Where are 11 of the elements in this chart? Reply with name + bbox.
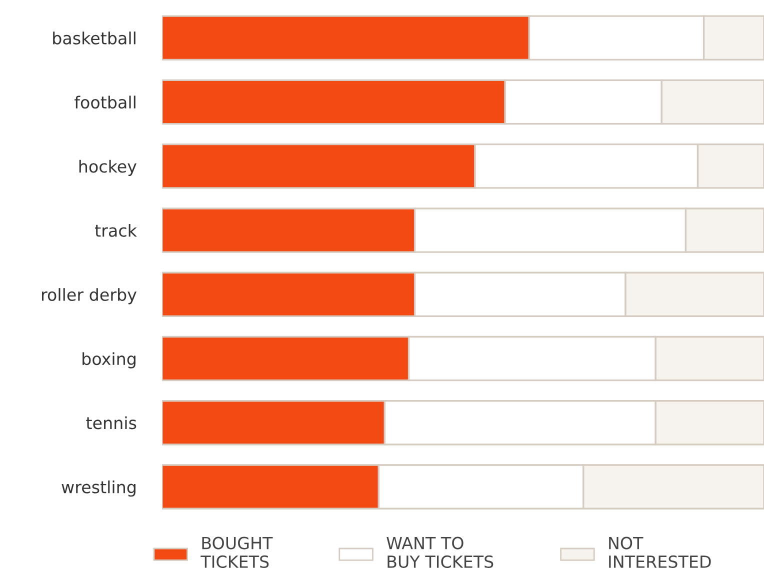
legend-label: WANT TO BUY TICKETS <box>386 536 494 568</box>
y-tick-label: roller derby <box>42 288 136 304</box>
legend-label: NOT INTERESTED <box>609 536 711 568</box>
y-tick-label: wrestling <box>62 480 136 497</box>
legend-label: BOUGHT TICKETS <box>200 536 273 568</box>
y-tick-label: tennis <box>86 416 136 430</box>
y-tick-label: track <box>95 224 137 237</box>
y-tick-label: basketball <box>53 32 136 44</box>
y-tick-label: football <box>74 96 136 109</box>
y-tick-label: hockey <box>79 160 136 176</box>
y-tick-label: boxing <box>82 352 136 368</box>
